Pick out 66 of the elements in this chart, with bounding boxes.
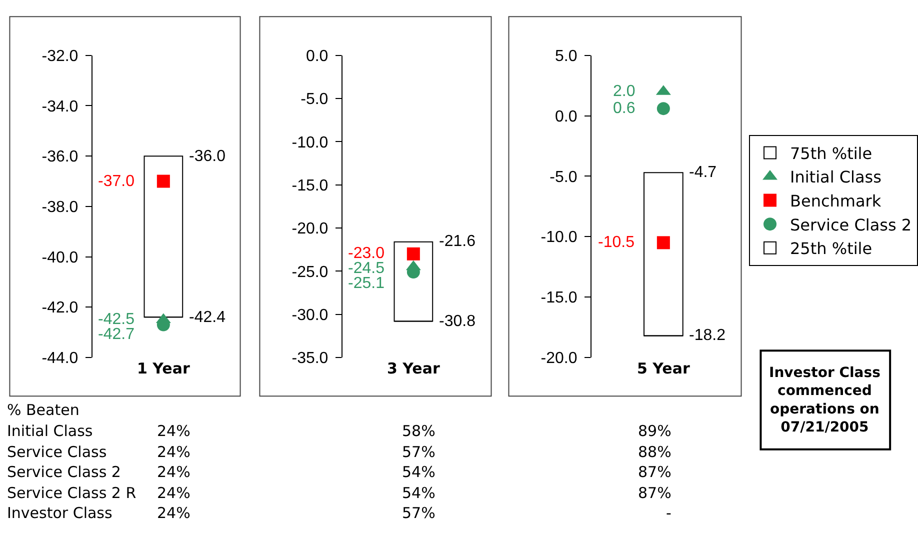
text: % Beaten	[7, 401, 80, 419]
text: 58%	[402, 422, 436, 440]
legend-label: 25th %tile	[790, 239, 872, 258]
y-tick-label: -15.0	[540, 290, 578, 307]
y-tick-label: -30.0	[292, 306, 328, 324]
text: Investor Class commenced operations on 07/21/2005	[769, 365, 880, 436]
text: 24%	[157, 443, 190, 461]
data-label: -25.1	[348, 275, 385, 292]
data-label: -24.5	[348, 260, 385, 277]
text: 57%	[402, 443, 436, 461]
annotation: -30.8	[439, 313, 476, 330]
data-label: 2.0	[613, 83, 636, 100]
y-tick-label: -44.0	[42, 350, 78, 368]
data-label: -10.5	[598, 234, 635, 251]
legend-label: Benchmark	[790, 192, 882, 211]
text: Investor Class	[7, 504, 112, 522]
y-tick-label: -5.0	[300, 91, 328, 108]
x-tick-label: 1 Year	[137, 359, 190, 378]
data-label: 0.6	[613, 100, 636, 117]
text: 88%	[638, 443, 672, 461]
text: Service Class 2 R	[7, 484, 136, 502]
text: Service Class 2	[7, 463, 121, 481]
data-label: -37.0	[98, 173, 135, 190]
y-tick-label: 0.0	[554, 108, 578, 126]
y-tick-label: -20.0	[292, 220, 328, 238]
y-tick-label: -34.0	[42, 98, 78, 116]
text: 54%	[402, 484, 436, 502]
y-tick-label: -15.0	[292, 177, 328, 194]
text: 54%	[402, 463, 436, 481]
legend-label: Service Class 2	[790, 215, 912, 234]
text: 89%	[638, 422, 672, 440]
annotation: -18.2	[689, 327, 726, 344]
y-tick-label: 5.0	[554, 48, 578, 66]
text: 24%	[157, 484, 190, 502]
y-tick-label: -10.0	[540, 229, 578, 246]
annotation: -42.4	[189, 309, 226, 326]
text: Service Class	[7, 443, 107, 461]
y-tick-label: -38.0	[42, 199, 78, 216]
y-tick-label: -10.0	[292, 134, 328, 152]
y-tick-label: 0.0	[306, 48, 328, 66]
text: 24%	[157, 422, 190, 440]
x-tick-label: 5 Year	[637, 359, 690, 378]
y-tick-label: -32.0	[42, 48, 78, 66]
legend-label: 75th %tile	[790, 144, 872, 163]
legend-label: Initial Class	[790, 168, 882, 187]
y-tick-label: -36.0	[42, 148, 78, 166]
data-label: -42.7	[98, 326, 135, 343]
annotation: -4.7	[689, 164, 717, 181]
text: 87%	[638, 484, 672, 502]
data-label: -23.0	[348, 245, 385, 262]
text: Initial Class	[7, 422, 93, 440]
annotation: -21.6	[439, 233, 476, 250]
y-tick-label: -20.0	[540, 350, 578, 368]
y-tick-label: -25.0	[292, 264, 328, 281]
y-tick-label: -35.0	[292, 350, 328, 368]
text: -	[666, 504, 672, 522]
y-tick-label: -42.0	[42, 300, 78, 317]
y-tick-label: -40.0	[42, 249, 78, 266]
text: 24%	[157, 463, 190, 481]
y-tick-label: -5.0	[550, 168, 578, 186]
x-tick-label: 3 Year	[387, 359, 440, 378]
text: 87%	[638, 463, 672, 481]
annotation: -36.0	[189, 148, 226, 165]
text: 57%	[402, 504, 436, 522]
data-label: -42.5	[98, 311, 135, 328]
text: 24%	[157, 504, 190, 522]
